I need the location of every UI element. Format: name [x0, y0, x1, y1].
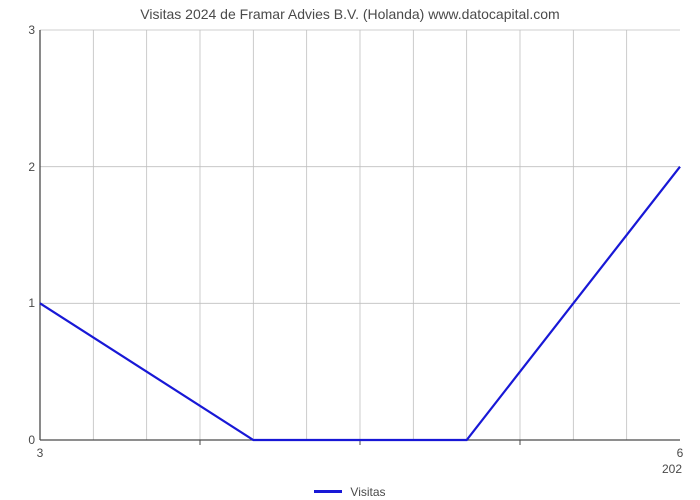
y-tick-label: 1: [5, 296, 35, 310]
legend-label: Visitas: [350, 485, 385, 499]
x-tick-label: 6: [677, 446, 684, 460]
x-tick-sublabel: 202: [662, 462, 682, 476]
y-tick-label: 0: [5, 433, 35, 447]
chart-svg: [40, 30, 680, 440]
plot-area: [40, 30, 680, 440]
chart-title: Visitas 2024 de Framar Advies B.V. (Hola…: [0, 6, 700, 22]
y-tick-label: 2: [5, 160, 35, 174]
chart-container: Visitas 2024 de Framar Advies B.V. (Hola…: [0, 0, 700, 500]
legend-line: [314, 490, 342, 493]
legend: Visitas: [0, 484, 700, 499]
x-tick-label: 3: [37, 446, 44, 460]
y-tick-label: 3: [5, 23, 35, 37]
